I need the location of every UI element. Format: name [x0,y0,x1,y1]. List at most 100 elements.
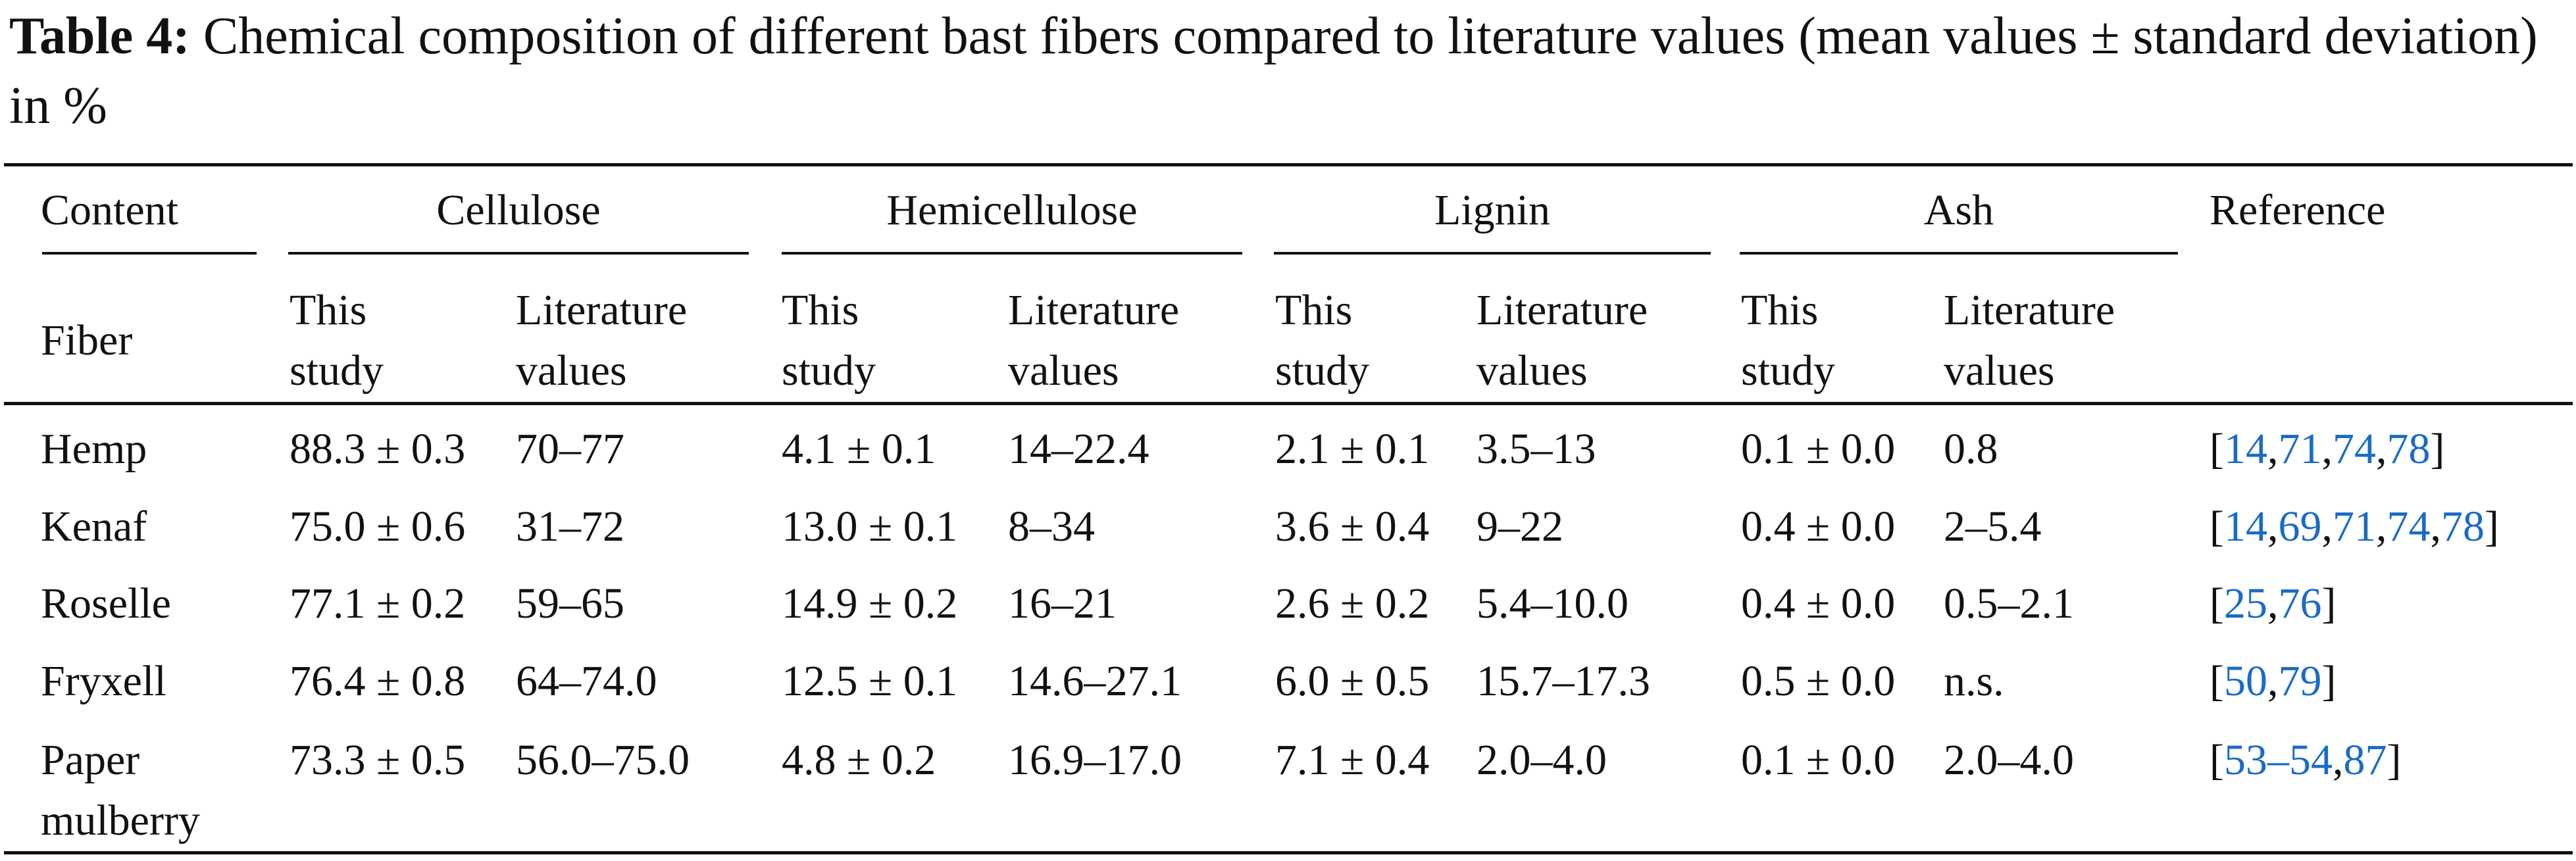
reference-link[interactable]: 53–54 [2223,736,2333,784]
reference-bracket-close: ] [2484,503,2499,551]
cell-lignin-this-study: 6.0 ± 0.5 [1275,657,1430,705]
ash-underline [1740,252,2178,255]
reference-bracket-open: [ [2210,736,2224,784]
reference-separator: , [2321,503,2333,551]
reference-separator: , [2267,657,2279,705]
reference-bracket-open: [ [2210,657,2224,705]
cell-fiber: Paper [41,736,140,784]
reference-link[interactable]: 50 [2223,657,2267,705]
hemicellulose-this-study-line1: This [782,286,859,334]
ash-literature-line2: values [1944,347,2055,395]
header-group-cellulose: Cellulose [436,186,601,234]
cell-cellulose-this-study: 88.3 ± 0.3 [290,425,466,473]
cell-hemicellulose-literature: 14.6–27.1 [1008,657,1182,705]
header-group-hemicellulose: Hemicellulose [886,186,1138,234]
cell-reference: [14,71,74,78] [2210,419,2444,480]
reference-separator: , [2430,503,2441,551]
cell-fiber: Fryxell [41,657,166,705]
cell-ash-this-study: 0.5 ± 0.0 [1741,657,1896,705]
reference-bracket-close: ] [2321,579,2336,627]
header-reference: Reference [2210,186,2386,234]
cell-reference: [50,79] [2210,651,2336,712]
cell-hemicellulose-literature: 8–34 [1008,503,1095,551]
table-caption: Table 4: Chemical composition of differe… [9,1,2572,141]
reference-link[interactable]: 79 [2278,657,2322,705]
reference-link[interactable]: 25 [2223,579,2267,627]
cell-ash-this-study: 0.1 ± 0.0 [1741,736,1896,784]
cell-ash-literature: 0.5–2.1 [1944,579,2074,627]
cell-reference: [14,69,71,74,78] [2210,497,2499,557]
cell-hemicellulose-this-study: 4.8 ± 0.2 [782,736,936,784]
cell-ash-literature: n.s. [1944,657,2004,705]
ash-this-study-line2: study [1741,347,1836,395]
cell-ash-this-study: 0.4 ± 0.0 [1741,579,1896,627]
reference-link[interactable]: 74 [2332,425,2376,473]
reference-separator: , [2375,503,2387,551]
cell-cellulose-literature: 56.0–75.0 [516,736,690,784]
cell-cellulose-this-study: 77.1 ± 0.2 [290,579,466,627]
reference-link[interactable]: 87 [2343,736,2387,784]
reference-bracket-open: [ [2210,579,2224,627]
cell-fiber: Roselle [41,579,171,627]
header-content: Content [41,186,178,234]
hemicellulose-underline [782,252,1242,255]
cellulose-this-study-line2: study [290,347,384,395]
cell-lignin-this-study: 3.6 ± 0.4 [1275,503,1430,551]
cellulose-literature-line2: values [516,347,627,395]
lignin-underline [1274,252,1711,255]
cell-reference: [25,76] [2210,574,2336,634]
hemicellulose-literature-line1: Literature [1008,286,1180,334]
reference-link[interactable]: 14 [2223,503,2267,551]
cell-hemicellulose-literature: 16–21 [1008,579,1117,627]
cell-lignin-this-study: 7.1 ± 0.4 [1275,736,1430,784]
reference-link[interactable]: 74 [2387,503,2431,551]
cell-lignin-this-study: 2.6 ± 0.2 [1275,579,1430,627]
cell-cellulose-literature: 70–77 [516,425,624,473]
table-top-rule [4,163,2573,166]
cell-reference: [53–54,87] [2210,730,2401,791]
cell-lignin-literature: 2.0–4.0 [1477,736,1607,784]
cell-cellulose-this-study: 75.0 ± 0.6 [290,503,466,551]
reference-separator: , [2332,736,2344,784]
cell-hemicellulose-this-study: 14.9 ± 0.2 [782,579,958,627]
header-group-ash: Ash [1923,186,1994,234]
reference-link[interactable]: 71 [2278,425,2322,473]
reference-link[interactable]: 78 [2440,503,2485,551]
cell-lignin-literature: 3.5–13 [1477,425,1596,473]
table-caption-label: Table 4: [9,7,190,65]
ash-literature-line1: Literature [1944,286,2115,334]
lignin-this-study-line2: study [1275,347,1370,395]
header-fiber: Fiber [41,316,133,364]
lignin-this-study-line1: This [1275,286,1353,334]
ash-this-study-line1: This [1741,286,1819,334]
reference-link[interactable]: 78 [2387,425,2431,473]
reference-link[interactable]: 71 [2332,503,2376,551]
cell-lignin-literature: 5.4–10.0 [1477,579,1629,627]
reference-bracket-open: [ [2210,425,2224,473]
reference-bracket-close: ] [2321,657,2336,705]
cell-fiber-line2: mulberry [41,797,200,845]
lignin-literature-line1: Literature [1477,286,1648,334]
header-group-lignin: Lignin [1434,186,1550,234]
reference-link[interactable]: 69 [2278,503,2322,551]
cellulose-underline [288,252,749,255]
hemicellulose-this-study-line2: study [782,347,876,395]
reference-link[interactable]: 14 [2223,425,2267,473]
cellulose-literature-line1: Literature [516,286,688,334]
reference-bracket-open: [ [2210,503,2224,551]
reference-separator: , [2267,503,2279,551]
cell-ash-literature: 2–5.4 [1944,503,2042,551]
header-bottom-rule [4,402,2573,405]
cell-ash-literature: 0.8 [1944,425,1998,473]
reference-separator: , [2321,425,2333,473]
reference-link[interactable]: 76 [2278,579,2322,627]
cell-ash-this-study: 0.1 ± 0.0 [1741,425,1896,473]
cell-lignin-literature: 9–22 [1477,503,1563,551]
cell-ash-literature: 2.0–4.0 [1944,736,2074,784]
table-caption-text: Chemical composition of different bast f… [9,7,2538,135]
cell-lignin-this-study: 2.1 ± 0.1 [1275,425,1430,473]
reference-separator: , [2267,579,2279,627]
lignin-literature-line2: values [1477,347,1588,395]
cell-ash-this-study: 0.4 ± 0.0 [1741,503,1896,551]
reference-bracket-close: ] [2430,425,2445,473]
